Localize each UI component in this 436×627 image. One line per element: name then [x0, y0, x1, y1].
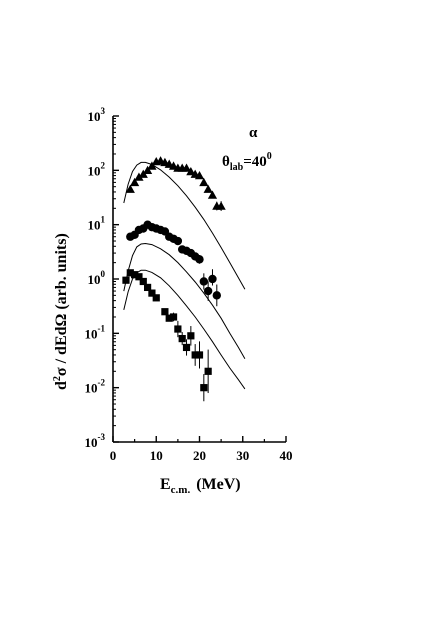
model-curve-circle	[123, 242, 246, 360]
x-tick-label: 20	[193, 448, 206, 463]
square-marker	[187, 332, 195, 340]
particle-annotation: α	[249, 125, 258, 141]
triangle-marker	[134, 172, 144, 181]
x-tick-label: 10	[150, 448, 163, 463]
square-marker	[182, 343, 191, 352]
x-axis-title-unit: (MeV)	[196, 476, 240, 493]
square-marker	[148, 289, 156, 297]
angle-superscript: 0	[267, 151, 272, 162]
circle-marker	[199, 277, 209, 286]
svg-text:Ec.m.(MeV): Ec.m. (MeV)	[160, 476, 241, 496]
circle-marker	[203, 286, 213, 296]
square-marker	[144, 283, 152, 292]
svg-text:θlab=400: θlab=400	[222, 151, 272, 173]
x-tick-label: 40	[280, 448, 293, 463]
circle-marker	[208, 274, 217, 284]
y-tick-label: 102	[88, 160, 106, 178]
triangle-marker	[143, 165, 153, 175]
triangle-marker	[130, 177, 140, 187]
x-axis-title: Ec.m. (MeV)	[160, 476, 241, 496]
angle-subscript: lab	[230, 162, 244, 173]
square-marker	[161, 308, 169, 316]
x-tick-label: 30	[236, 448, 249, 463]
square-marker	[174, 325, 182, 333]
circle-marker	[195, 255, 204, 264]
square-marker	[204, 367, 212, 375]
y-axis-title-superscript: 2	[52, 376, 63, 381]
square-marker	[195, 351, 204, 359]
y-tick-label: 103	[88, 106, 106, 124]
square-marker	[126, 269, 134, 277]
square-marker	[122, 276, 130, 284]
y-tick-label: 100	[88, 269, 106, 287]
x-tick-label: 0	[110, 448, 117, 463]
angle-annotation: θlab=400	[222, 151, 272, 173]
y-tick-label: 10-2	[85, 378, 106, 396]
x-axis-title-main: E	[160, 476, 171, 493]
circle-marker	[173, 236, 183, 246]
circle-marker	[212, 291, 221, 300]
square-marker	[200, 384, 208, 392]
model-curve-triangle	[123, 161, 246, 290]
triangle-marker	[207, 190, 218, 199]
angle-equals: =40	[243, 154, 267, 170]
angle-theta: θ	[222, 154, 230, 170]
y-axis-title-rest: σ / dEdΩ (arb. units)	[53, 233, 70, 376]
x-axis-title-subscript: c.m.	[171, 484, 191, 496]
triangle-marker	[194, 170, 205, 180]
triangle-marker	[216, 201, 226, 210]
data-markers	[122, 156, 226, 402]
svg-text:d2σ / dEdΩ (arb. units): d2σ / dEdΩ (arb. units)	[52, 233, 70, 390]
square-marker	[139, 277, 147, 286]
square-marker	[152, 294, 160, 302]
y-axis-title: d2σ / dEdΩ (arb. units)	[52, 233, 70, 390]
square-marker	[131, 271, 139, 279]
y-tick-label: 10-1	[85, 323, 106, 341]
triangle-marker	[203, 184, 213, 193]
triangle-marker	[147, 161, 157, 170]
square-marker	[165, 314, 173, 322]
square-marker	[191, 351, 199, 359]
triangle-marker	[125, 184, 135, 193]
triangle-marker	[199, 177, 209, 187]
y-axis-title-d: d	[53, 381, 70, 390]
y-tick-label: 101	[88, 215, 106, 233]
plot-axes: 0 10 20 30 40 10-3 10-2 10-1 100 101 102 103	[85, 106, 293, 463]
model-curve-square	[123, 269, 246, 390]
square-marker	[178, 334, 186, 343]
square-marker	[169, 313, 178, 321]
triangle-marker	[186, 166, 196, 176]
particle-label: α	[249, 125, 258, 141]
square-marker	[135, 273, 143, 281]
triangle-marker	[181, 163, 192, 172]
y-tick-label: 10-3	[85, 432, 106, 450]
